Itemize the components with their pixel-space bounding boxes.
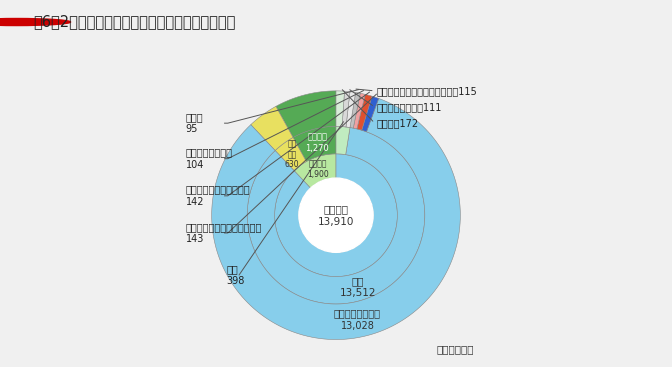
Text: 自己の職務遂行中
13,028: 自己の職務遂行中 13,028	[334, 308, 381, 331]
Text: 負傷
13,512: 負傷 13,512	[340, 276, 376, 298]
Polygon shape	[336, 126, 350, 155]
Text: 疾病
398: 疾病 398	[226, 264, 245, 286]
Polygon shape	[336, 91, 345, 127]
Polygon shape	[342, 91, 350, 127]
Polygon shape	[353, 93, 365, 129]
Polygon shape	[247, 127, 425, 304]
Text: 通勤災害
1,900: 通勤災害 1,900	[307, 159, 329, 179]
Polygon shape	[276, 91, 336, 138]
Circle shape	[0, 18, 71, 26]
Circle shape	[299, 178, 373, 252]
Text: 出退勤途上（公務上のもの）
143: 出退勤途上（公務上のもの） 143	[186, 222, 262, 244]
Text: 図6－2　公務災害及び通勤災害の事由別認定件数: 図6－2 公務災害及び通勤災害の事由別認定件数	[34, 15, 236, 29]
Text: レクリエーション参加中
142: レクリエーション参加中 142	[186, 185, 251, 207]
Text: 肝炎（伝染性）　111: 肝炎（伝染性） 111	[376, 102, 442, 112]
Text: 退勤
途上
630: 退勤 途上 630	[284, 139, 299, 170]
Text: 出張又は赴任途上
104: 出張又は赴任途上 104	[186, 148, 233, 170]
Text: 13,910: 13,910	[318, 217, 354, 227]
Text: 公務災害: 公務災害	[323, 204, 349, 214]
Polygon shape	[275, 138, 306, 171]
Text: （単位：件）: （単位：件）	[437, 344, 474, 354]
Text: その他
95: その他 95	[186, 112, 204, 134]
Polygon shape	[251, 106, 293, 150]
Polygon shape	[294, 154, 336, 188]
Polygon shape	[362, 96, 379, 132]
Polygon shape	[275, 154, 397, 277]
Polygon shape	[346, 92, 355, 127]
Text: 公務上の負傷に起因する疾病　115: 公務上の負傷に起因する疾病 115	[376, 86, 477, 96]
Polygon shape	[350, 92, 360, 128]
Polygon shape	[293, 126, 336, 161]
Polygon shape	[357, 94, 372, 130]
Polygon shape	[212, 98, 460, 339]
Text: その他　172: その他 172	[376, 118, 419, 128]
Text: 出勤途上
1,270: 出勤途上 1,270	[305, 132, 329, 153]
